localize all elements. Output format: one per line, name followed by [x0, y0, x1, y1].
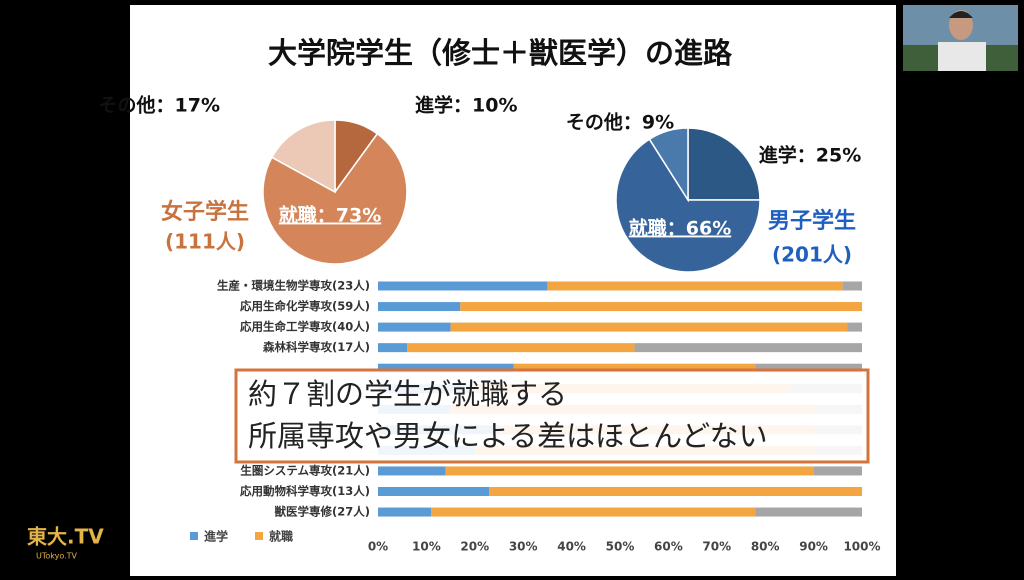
legend-label: 進学: [204, 529, 228, 544]
bar-segment: [378, 281, 548, 291]
legend-swatch: [255, 532, 263, 540]
bar-segment: [513, 363, 756, 373]
y-tick-label: 生圏システム専攻(21人): [240, 463, 370, 477]
overlay-box: [234, 368, 870, 464]
bar-segment: [407, 343, 635, 353]
pie-title: 男子学生: [768, 208, 856, 234]
bar-segment: [813, 466, 862, 476]
y-tick-label: 応用生命工学専攻(40人): [240, 320, 370, 334]
legend-label: 就職: [269, 529, 293, 544]
bar-segment: [378, 507, 432, 517]
bar-segment: [755, 363, 862, 373]
bar-segment: [547, 281, 843, 291]
bar-segment: [378, 466, 446, 476]
logo: 東大.TV UTokyo.TV: [27, 525, 104, 561]
x-tick-label: 0%: [368, 540, 388, 554]
bar-segment: [378, 363, 514, 373]
x-tick-label: 50%: [606, 540, 635, 554]
bar-segment: [378, 322, 451, 332]
slice-label: その他：9%: [566, 111, 674, 134]
y-tick-label: 生産・環境生物学専攻(23人): [217, 279, 370, 293]
pie-slice: [270, 119, 336, 194]
bar-segment: [460, 302, 862, 312]
pie-title: 女子学生: [161, 199, 249, 225]
pie-slice: [262, 132, 408, 265]
x-tick-label: 60%: [654, 540, 683, 554]
slice-label: その他：17%: [99, 94, 220, 117]
slice-label: 進学：10%: [415, 94, 517, 117]
x-tick-label: 100%: [843, 540, 880, 554]
slide-title: 大学院学生（修士＋獣医学）の進路: [268, 36, 733, 70]
x-tick-label: 70%: [702, 540, 731, 554]
bar-segment: [431, 507, 756, 517]
logo-text: 東大.TV: [27, 525, 104, 549]
bar-segment: [378, 343, 408, 353]
x-tick-label: 90%: [799, 540, 828, 554]
pie-subtitle: (201人): [772, 243, 852, 267]
bar-segment: [445, 466, 814, 476]
pie-slice: [615, 138, 761, 273]
bar-segment: [847, 322, 862, 332]
legend-swatch: [190, 532, 198, 540]
x-tick-label: 40%: [557, 540, 586, 554]
pie-slice: [687, 127, 761, 201]
slice-label: 進学：25%: [759, 144, 861, 167]
y-tick-label: 応用生命化学専攻(59人): [240, 299, 370, 313]
logo-subtext: UTokyo.TV: [36, 552, 78, 561]
y-tick-label: 獣医学専修(27人): [274, 505, 370, 519]
x-tick-label: 30%: [509, 540, 538, 554]
pie-subtitle: (111人): [165, 230, 245, 254]
x-tick-label: 80%: [751, 540, 780, 554]
bar-segment: [378, 487, 490, 496]
bar-segment: [450, 322, 848, 332]
slice-label: 就職：73%: [279, 204, 381, 227]
bar-segment: [755, 507, 862, 517]
overlay-text: 約７割の学生が就職する: [248, 377, 567, 411]
x-tick-label: 10%: [412, 540, 441, 554]
overlay-text: 所属専攻や男女による差はほとんどない: [248, 419, 768, 453]
y-tick-label: 応用動物科学専攻(13人): [240, 484, 370, 498]
slice-label: 就職：66%: [629, 217, 731, 240]
y-tick-label: 森林科学専攻(17人): [263, 340, 370, 354]
webcam: [903, 5, 1018, 71]
x-tick-label: 20%: [460, 540, 489, 554]
bar-segment: [842, 281, 862, 291]
bar-segment: [634, 343, 862, 353]
bar-segment: [378, 302, 461, 312]
bar-segment: [489, 487, 862, 496]
pie-slice: [648, 127, 689, 203]
